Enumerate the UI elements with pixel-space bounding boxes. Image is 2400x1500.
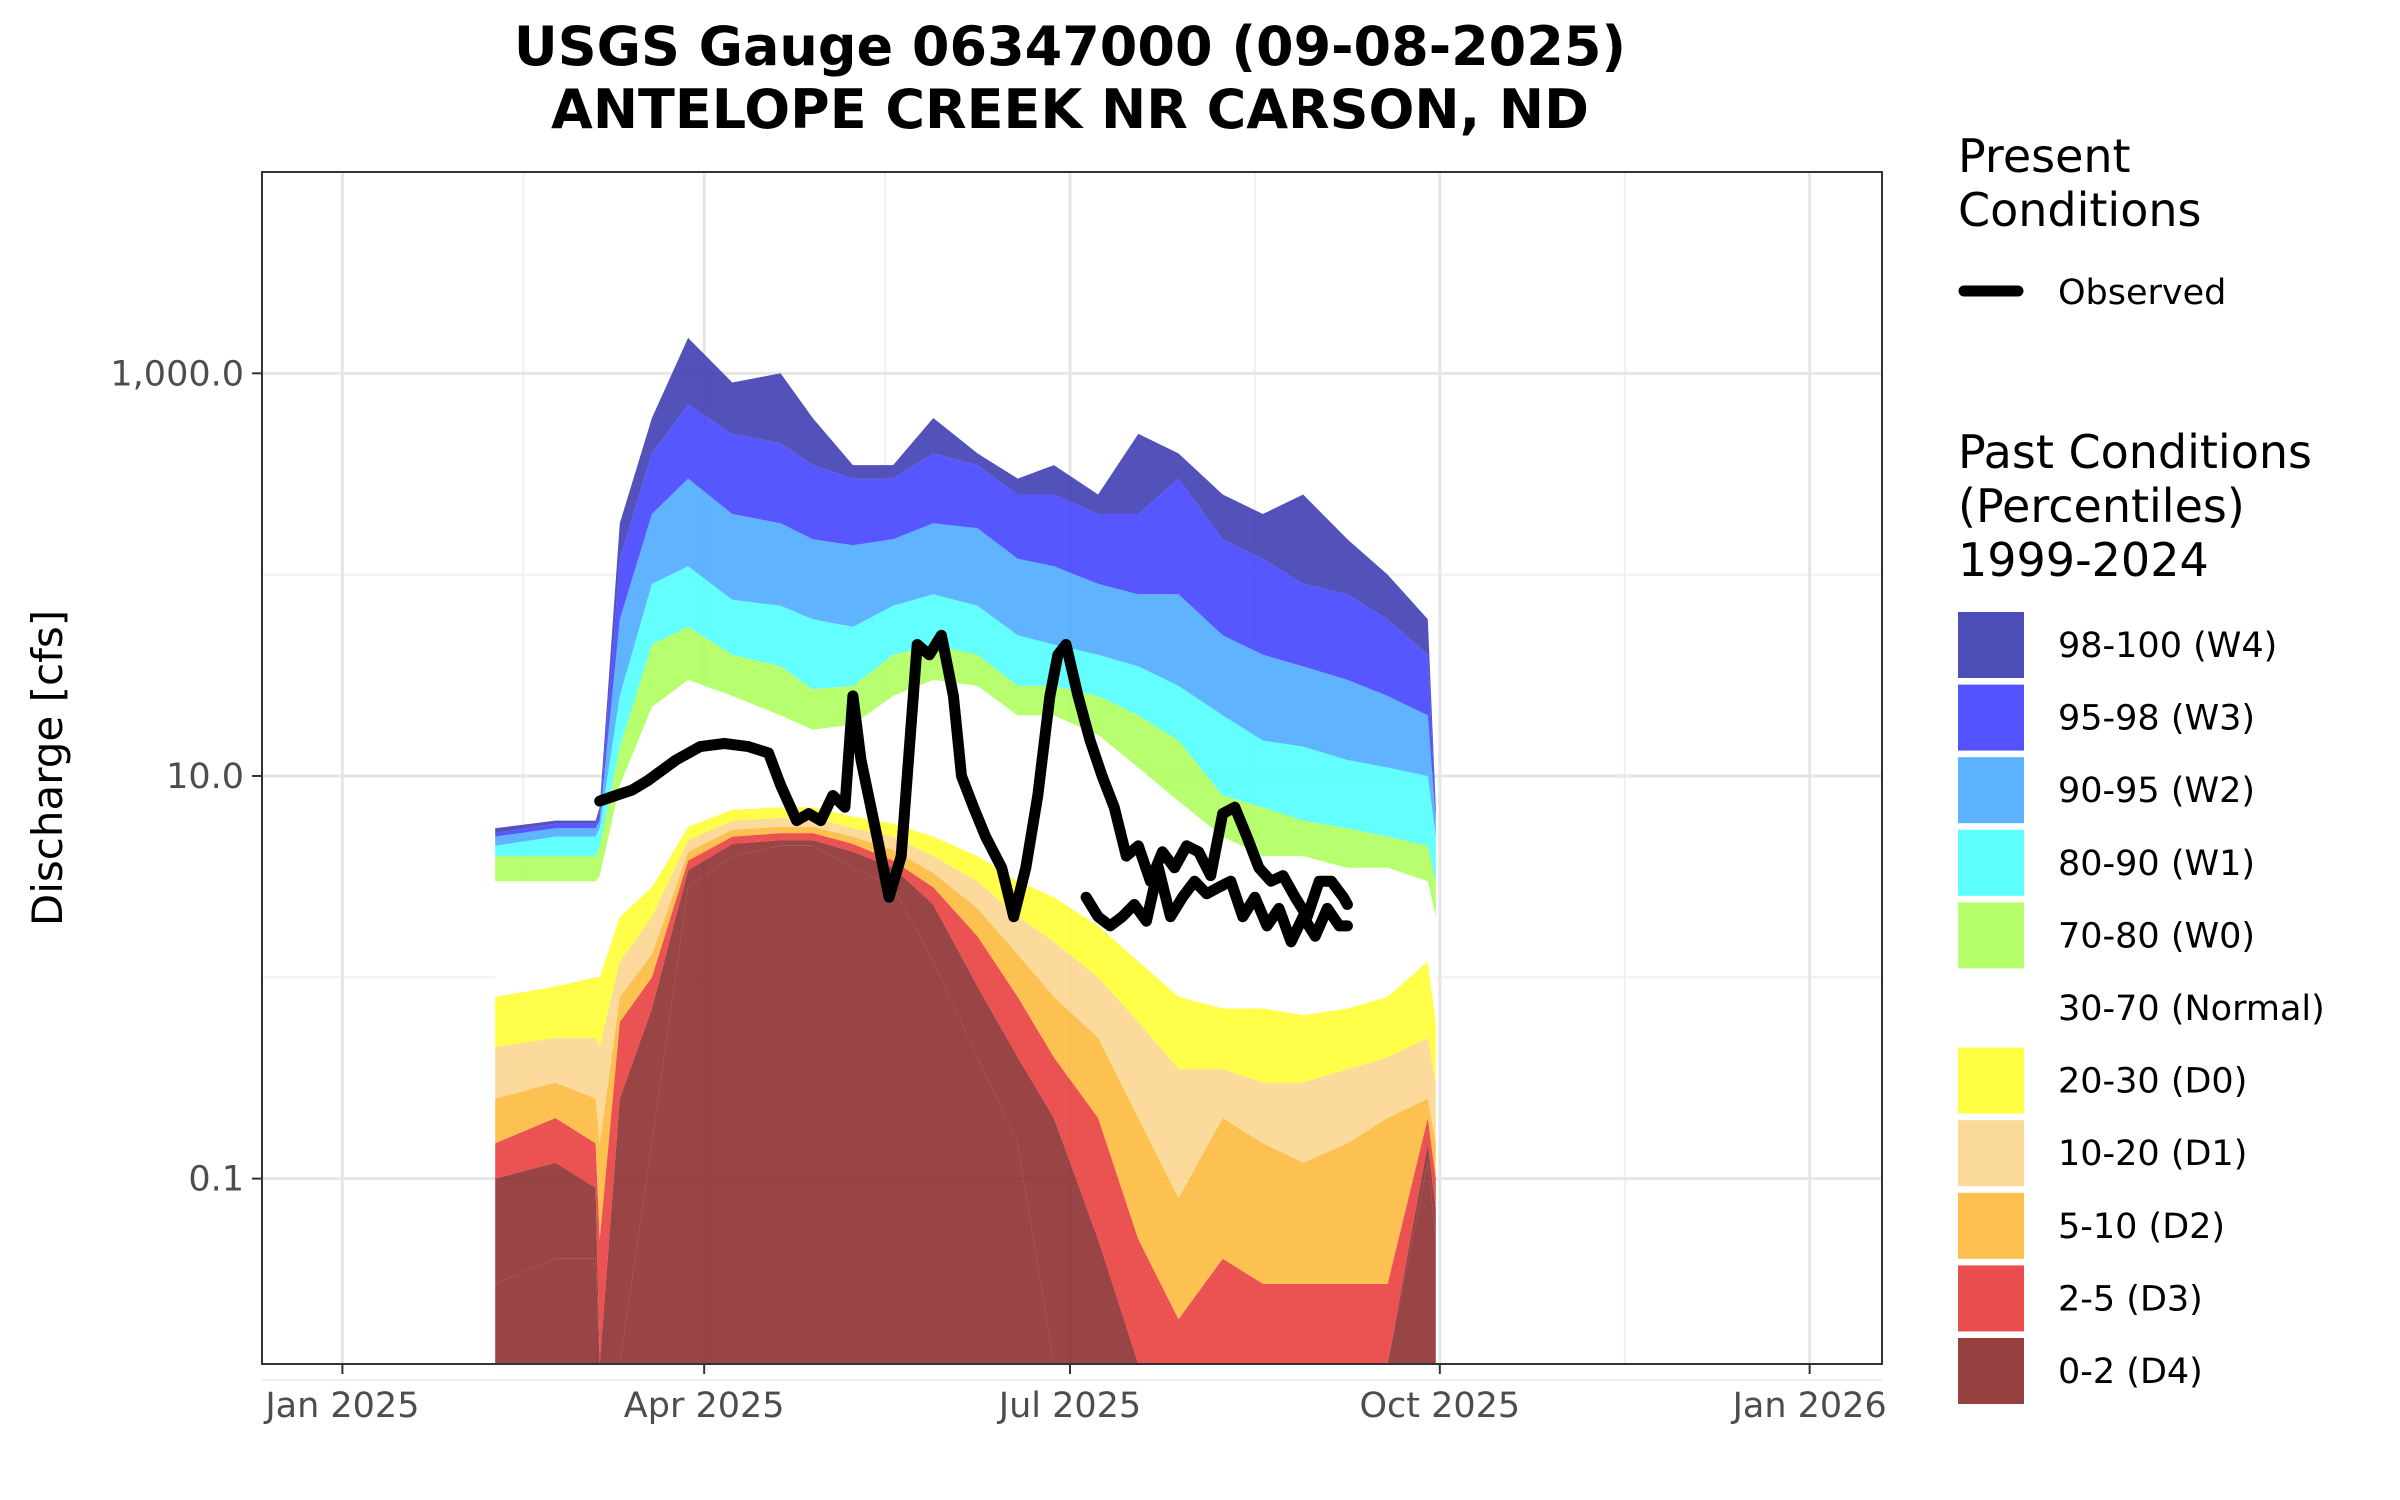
plot-border [261, 171, 1883, 1365]
observed-line-segment [594, 629, 1353, 923]
legend-label: 10-20 (D1) [2058, 1134, 2247, 1174]
legend-label: 2-5 (D3) [2058, 1279, 2203, 1319]
legend-label: 95-98 (W3) [2058, 699, 2255, 739]
x-tick-label: Jul 2025 [997, 1386, 1141, 1426]
band-10-20 [495, 817, 1436, 1199]
past-legend-title: 1999-2024 [1958, 533, 2209, 587]
legend-swatch [1958, 1192, 2024, 1259]
legend-swatch [1958, 975, 2024, 1041]
observed-series [594, 629, 1353, 948]
legend-swatch [1958, 1047, 2024, 1114]
chart-subtitle: ANTELOPE CREEK NR CARSON, ND [551, 78, 1589, 141]
band-30-70 [495, 679, 1436, 1022]
band-5-10 [495, 826, 1436, 1320]
legend-swatch [1958, 1265, 2024, 1332]
legend-swatch [1958, 684, 2024, 751]
legend-swatch [1958, 902, 2024, 969]
legend-swatch [1958, 829, 2024, 896]
axes: Jan 2025 Apr 2025 Jul 2025 Oct 2025 Jan 2026… [110, 354, 1886, 1426]
band-80-90 [495, 566, 1436, 882]
y-tick-label: 1,000.0 [110, 354, 244, 394]
legend-label: 20-30 (D0) [2058, 1062, 2247, 1102]
observed-line-segment [1080, 862, 1353, 948]
legend-label: 30-70 (Normal) [2058, 989, 2325, 1029]
x-tick-label: Jan 2026 [1731, 1386, 1887, 1426]
legend-label: 0-2 (D4) [2058, 1352, 2203, 1392]
legend-label: 5-10 (D2) [2058, 1207, 2225, 1247]
legend-swatch [1958, 757, 2024, 824]
present-legend-title: Present [1958, 129, 2131, 183]
y-axis-title: Discharge [cfs] [23, 610, 72, 926]
percentile-bands [495, 337, 1436, 1364]
band-2-5 [495, 833, 1436, 1364]
legend-swatch [1958, 1120, 2024, 1187]
legend-label: 90-95 (W2) [2058, 771, 2255, 811]
present-legend-title: Conditions [1958, 183, 2201, 237]
band-95-98 [495, 404, 1436, 837]
legend-label: 70-80 (W0) [2058, 916, 2255, 956]
x-tick-label: Oct 2025 [1359, 1386, 1520, 1426]
past-legend-title: (Percentiles) [1958, 479, 2245, 533]
past-legend-title: Past Conditions [1958, 425, 2312, 479]
band-20-30 [495, 807, 1436, 1083]
band-floor [495, 845, 1436, 1364]
legend-swatch [1958, 612, 2024, 678]
y-tick-label: 0.1 [188, 1160, 244, 1200]
chart-title: USGS Gauge 06347000 (09-08-2025) [514, 15, 1626, 78]
y-tick-label: 10.0 [166, 757, 244, 797]
x-tick-label: Jan 2025 [263, 1386, 419, 1426]
legend-swatch [1958, 1338, 2024, 1404]
legend-label: 98-100 (W4) [2058, 626, 2277, 666]
legend-label: 80-90 (W1) [2058, 844, 2255, 884]
observed-legend-label: Observed [2058, 273, 2226, 313]
band-90-95 [495, 478, 1436, 846]
x-tick-label: Apr 2025 [624, 1386, 785, 1426]
